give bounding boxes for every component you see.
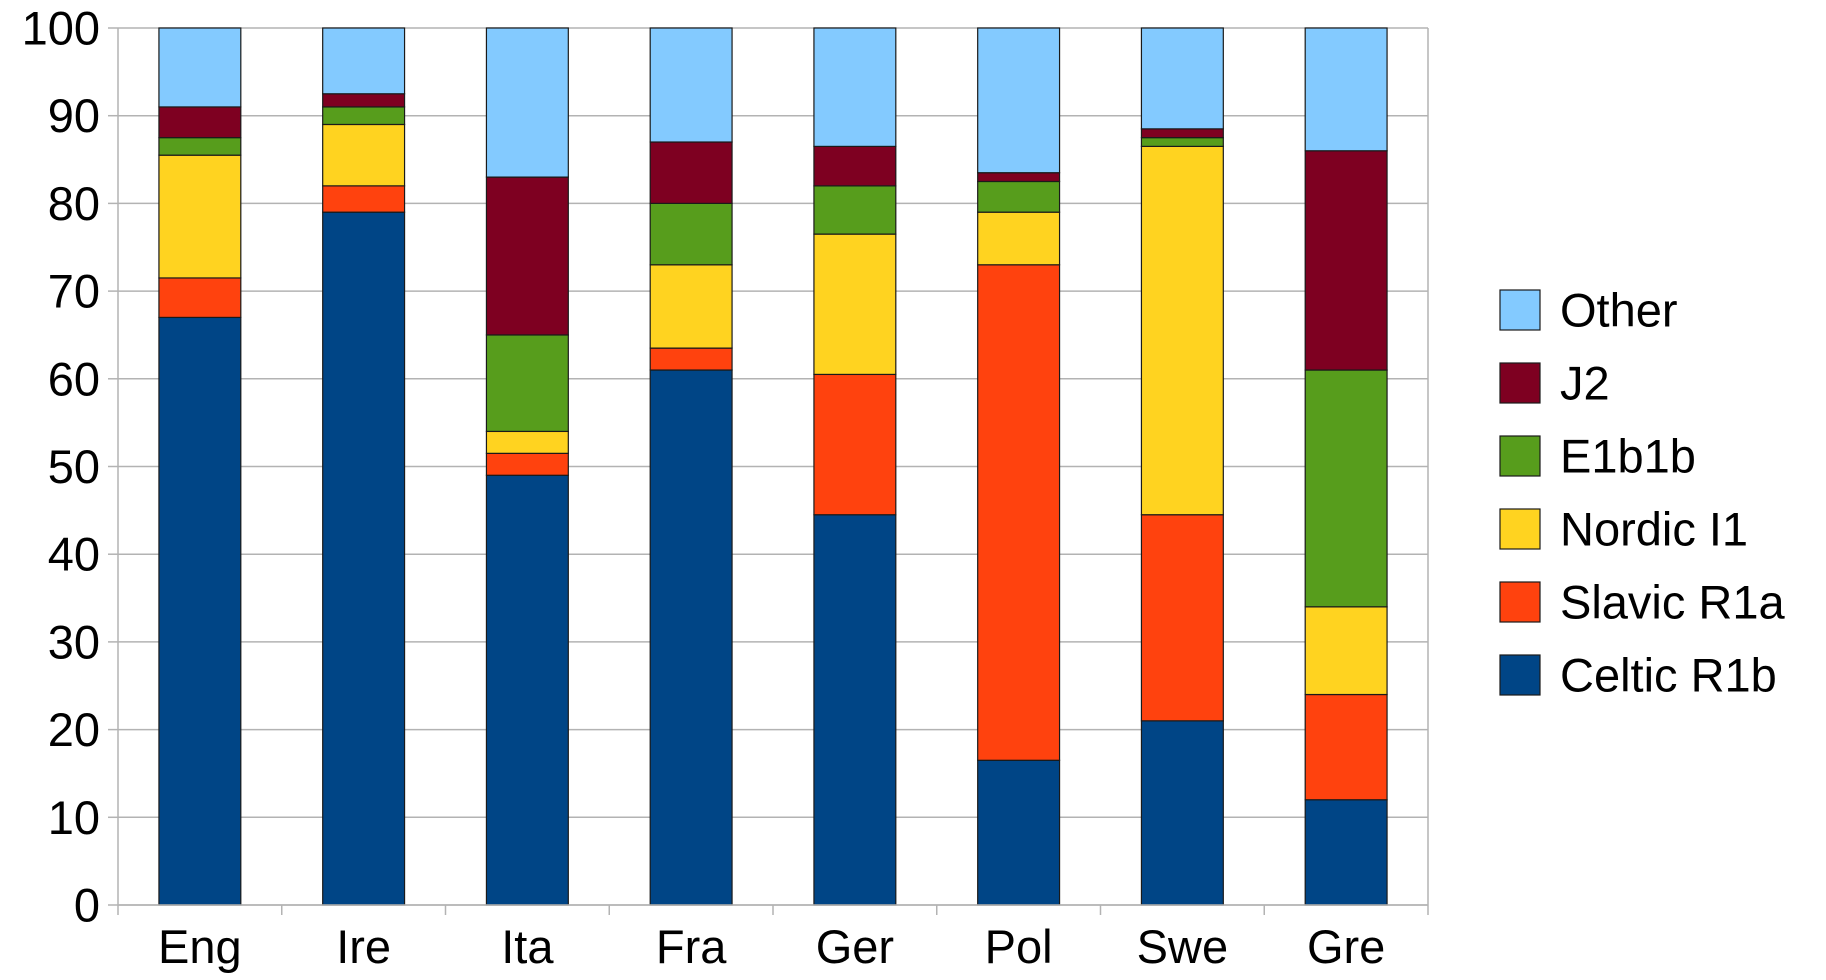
y-tick-label: 60 <box>48 352 100 405</box>
bar-segment <box>158 277 242 319</box>
y-axis-tick-labels: 0 10 20 30 40 50 60 70 80 90 100 <box>22 2 100 932</box>
bar-segment <box>977 759 1061 906</box>
legend-label: Other <box>1560 284 1678 337</box>
bar-segment <box>322 93 406 108</box>
bar-segment <box>813 27 897 147</box>
bar-segment <box>1140 137 1224 147</box>
bar-segment <box>158 106 242 139</box>
x-tick-label: Ire <box>336 920 391 973</box>
bar-segment <box>1304 150 1388 371</box>
legend-swatch <box>1499 435 1541 477</box>
bar-segment <box>1304 606 1388 696</box>
x-tick-label: Gre <box>1307 920 1385 973</box>
legend-swatch <box>1499 289 1541 331</box>
y-tick-label: 100 <box>22 2 100 55</box>
x-tick-label: Eng <box>158 920 242 973</box>
legend-swatch <box>1499 654 1541 696</box>
legend-swatch <box>1499 508 1541 550</box>
bar-segment <box>649 202 733 266</box>
bar-segment <box>485 334 569 433</box>
bar-segment <box>649 347 733 371</box>
bar-segment <box>1140 514 1224 722</box>
bar-segment <box>485 474 569 906</box>
x-tick-label: Ger <box>816 920 894 973</box>
legend-swatch <box>1499 362 1541 404</box>
bar-segment <box>977 264 1061 761</box>
bar-segment <box>813 233 897 376</box>
x-tick-label: Fra <box>656 920 727 973</box>
bars <box>158 27 1388 906</box>
bar-segment <box>649 369 733 906</box>
bar-segment <box>977 27 1061 174</box>
y-tick-label: 80 <box>48 177 100 230</box>
y-tick-label: 10 <box>48 791 100 844</box>
bar-segment <box>322 27 406 95</box>
gridlines <box>118 27 1428 906</box>
bar-segment <box>649 27 733 143</box>
bar-segment <box>813 185 897 235</box>
legend-label: Celtic R1b <box>1560 649 1777 702</box>
axes <box>108 27 1429 915</box>
legend-label: E1b1b <box>1560 430 1696 483</box>
bar-segment <box>1304 799 1388 906</box>
bar-segment <box>1140 128 1224 139</box>
y-tick-label: 50 <box>48 440 100 493</box>
bar-segment <box>1304 369 1388 608</box>
y-tick-label: 40 <box>48 528 100 581</box>
bar-segment <box>813 145 897 187</box>
bar-segment <box>1140 720 1224 906</box>
bar-segment <box>1140 27 1224 130</box>
y-tick-label: 90 <box>48 89 100 142</box>
bar-segment <box>485 452 569 476</box>
bar-segment <box>649 264 733 349</box>
bar-segment <box>1304 693 1388 801</box>
bar-segment <box>977 211 1061 266</box>
bar-segment <box>485 176 569 336</box>
y-tick-label: 0 <box>74 879 100 932</box>
bar-segment <box>322 185 406 213</box>
y-tick-label: 30 <box>48 615 100 668</box>
bar-segment <box>977 172 1061 183</box>
x-tick-label: Swe <box>1137 920 1228 973</box>
y-tick-label: 70 <box>48 265 100 318</box>
legend-label: Nordic I1 <box>1560 503 1748 556</box>
bar-segment <box>485 430 569 454</box>
legend-label: J2 <box>1560 357 1610 410</box>
bar-segment <box>322 123 406 187</box>
legend-swatch <box>1499 581 1541 623</box>
legend: Other J2 E1b1b Nordic I1 Slavic R1a Celtic R1… <box>1499 284 1786 702</box>
bar-segment <box>1304 27 1388 152</box>
bar-segment <box>977 180 1061 213</box>
x-axis-tick-labels: Eng Ire Ita Fra Ger Pol Swe Gre <box>158 920 1385 973</box>
bar-segment <box>1140 145 1224 516</box>
bar-segment <box>158 137 242 156</box>
bar-segment <box>158 27 242 108</box>
x-tick-label: Ita <box>501 920 554 973</box>
bar-segment <box>649 141 733 204</box>
bar-segment <box>158 154 242 279</box>
legend-label: Slavic R1a <box>1560 576 1786 629</box>
x-tick-label: Pol <box>985 920 1053 973</box>
bar-segment <box>322 211 406 906</box>
bar-segment <box>813 373 897 516</box>
y-tick-label: 20 <box>48 703 100 756</box>
bar-segment <box>485 27 569 178</box>
bar-segment <box>158 316 242 906</box>
bar-segment <box>322 106 406 126</box>
bar-segment <box>813 514 897 906</box>
